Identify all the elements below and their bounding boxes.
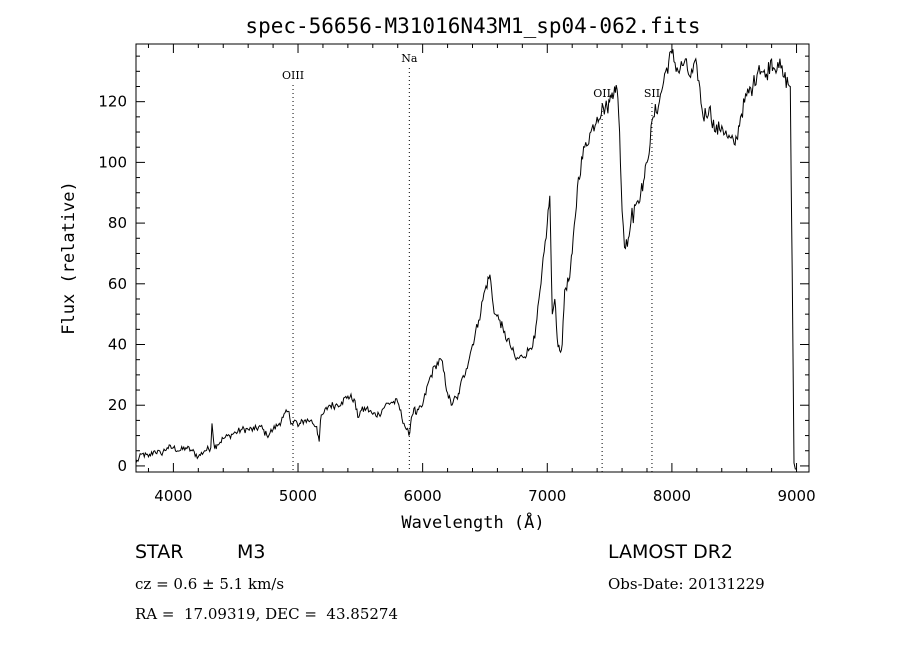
emission-line-label: SII: [644, 87, 660, 100]
y-tick-label: 20: [108, 396, 127, 414]
x-axis: 4000 5000 6000 7000 8000 9000: [147, 44, 816, 505]
coordinates: RA = 17.09319, DEC = 43.85274: [135, 605, 399, 623]
x-tick-label: 4000: [154, 487, 192, 505]
spectrum-line: [135, 49, 797, 470]
x-tick-label: 8000: [653, 487, 691, 505]
object-type: STAR: [135, 541, 184, 563]
y-tick-label: 100: [98, 153, 127, 171]
y-tick-label: 40: [108, 336, 127, 354]
plot-frame: [135, 43, 810, 473]
velocity: cz = 0.6 ± 5.1 km/s: [135, 575, 285, 593]
survey-name: LAMOST DR2: [608, 541, 733, 563]
chart-title: spec-56656-M31016N43M1_sp04-062.fits: [245, 14, 700, 38]
emission-line-label: Na: [401, 52, 418, 65]
emission-line-label: OII: [593, 87, 611, 100]
emission-line-label: OIII: [282, 69, 304, 82]
y-tick-label: 0: [117, 457, 127, 475]
obs-date: Obs-Date: 20131229: [608, 575, 765, 593]
y-tick-label: 80: [108, 214, 127, 232]
y-axis-title: Flux (relative): [59, 181, 79, 335]
x-tick-label: 6000: [404, 487, 442, 505]
y-tick-label: 120: [98, 93, 127, 111]
x-tick-label: 5000: [279, 487, 317, 505]
x-tick-label: 9000: [777, 487, 815, 505]
y-tick-label: 60: [108, 275, 127, 293]
subclass: M3: [237, 541, 266, 563]
x-tick-label: 7000: [528, 487, 566, 505]
x-axis-title: Wavelength (Å): [401, 511, 544, 533]
y-axis: 0 20 40 60 80 100 120: [98, 55, 809, 475]
emission-line-markers: OIII Na OII SII: [282, 52, 660, 472]
